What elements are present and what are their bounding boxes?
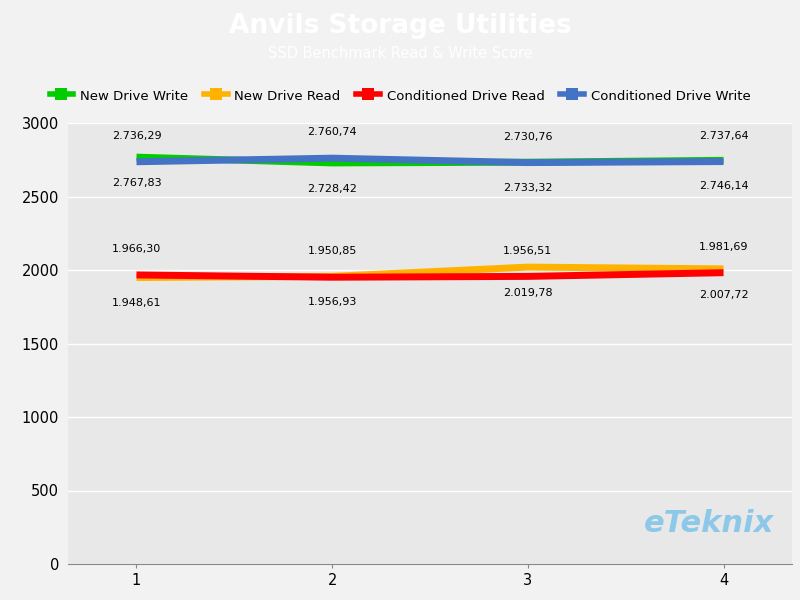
Text: 1.966,30: 1.966,30 <box>112 244 161 254</box>
Text: 2.007,72: 2.007,72 <box>698 290 748 299</box>
Text: SSD Benchmark Read & Write Score: SSD Benchmark Read & Write Score <box>268 46 532 61</box>
Text: 1.956,51: 1.956,51 <box>503 245 553 256</box>
Text: Anvils Storage Utilities: Anvils Storage Utilities <box>229 13 571 39</box>
Text: eTeknix: eTeknix <box>644 509 774 538</box>
Text: 2.728,42: 2.728,42 <box>307 184 357 194</box>
Text: 2.737,64: 2.737,64 <box>698 131 748 141</box>
Legend: New Drive Write, New Drive Read, Conditioned Drive Read, Conditioned Drive Write: New Drive Write, New Drive Read, Conditi… <box>44 84 756 108</box>
Text: 2.736,29: 2.736,29 <box>112 131 162 141</box>
Text: 2.760,74: 2.760,74 <box>307 127 357 137</box>
Text: 1.948,61: 1.948,61 <box>112 298 162 308</box>
Text: 2.746,14: 2.746,14 <box>698 181 748 191</box>
Text: 1.950,85: 1.950,85 <box>307 247 357 256</box>
Text: 2.767,83: 2.767,83 <box>112 178 162 188</box>
Text: 2.019,78: 2.019,78 <box>503 288 553 298</box>
Text: 1.956,93: 1.956,93 <box>307 297 357 307</box>
Text: 1.981,69: 1.981,69 <box>698 242 748 252</box>
Text: 2.733,32: 2.733,32 <box>503 183 553 193</box>
Text: 2.730,76: 2.730,76 <box>503 132 553 142</box>
